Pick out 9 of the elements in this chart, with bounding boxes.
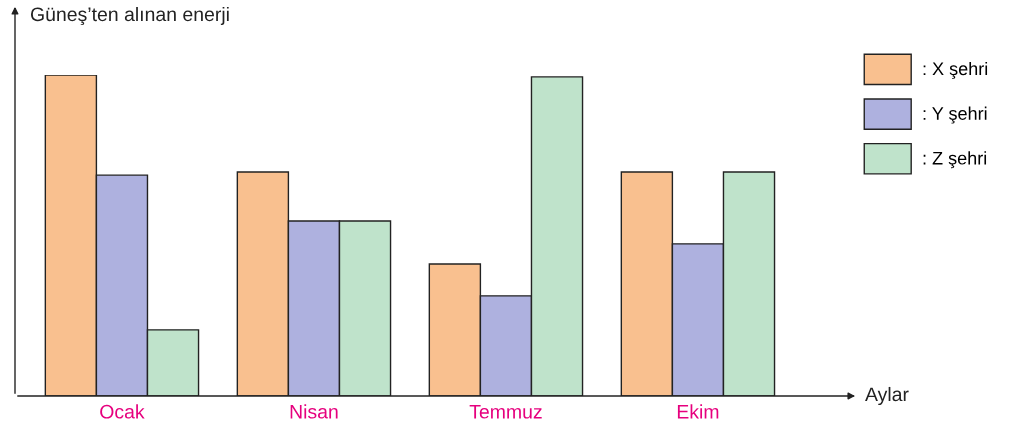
x-tick-label: Ekim	[677, 404, 719, 419]
x-tick-label: Temmuz	[469, 405, 542, 419]
legend-label: : Z şehri	[923, 151, 987, 169]
legend-label: : X şehri	[923, 61, 988, 79]
legend-label: : Y şehri	[923, 106, 987, 124]
x-tick-label: Ocak	[100, 404, 145, 419]
x-axis-title: Aylar	[865, 386, 909, 406]
y-axis-title: Güneş’ten alınan enerji	[30, 6, 229, 26]
x-tick-label: Nisan	[290, 404, 338, 419]
